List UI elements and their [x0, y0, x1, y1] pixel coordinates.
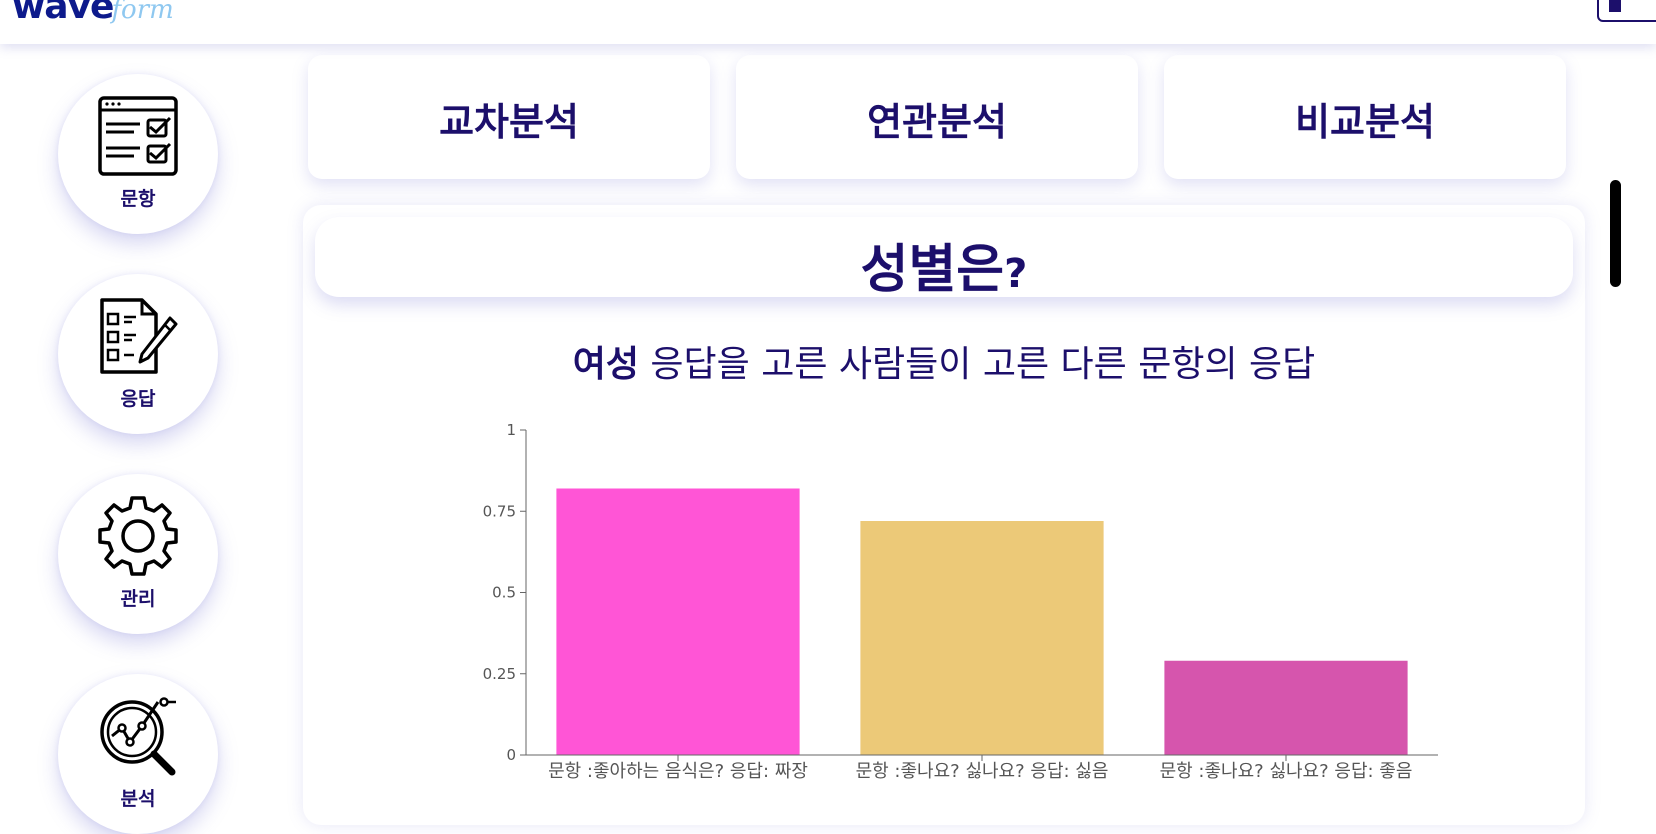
- sidebar-item-label: 응답: [120, 388, 156, 410]
- tab-label: 비교분석: [1295, 100, 1435, 144]
- chart-bar-1: [556, 488, 800, 755]
- chart-subtitle: 여성 응답을 고른 사람들이 고른 다른 문항의 응답: [303, 335, 1585, 387]
- form-pencil-icon: [100, 298, 178, 374]
- tab-cross-analysis[interactable]: 교차분석: [308, 55, 710, 179]
- y-tick-label: 1: [506, 421, 516, 439]
- x-tick-label: 문항 :좋나요? 싫나요? 응답: 싫음: [856, 761, 1109, 782]
- sidebar-item-label: 관리: [120, 588, 156, 610]
- logo-wave-text: wave: [12, 0, 114, 27]
- analysis-panel: 성별은? 여성 응답을 고른 사람들이 고른 다른 문항의 응답 0 0.25 0.…: [303, 205, 1585, 825]
- question-card: 성별은?: [315, 217, 1573, 300]
- x-tick-label: 문항 :좋나요? 싫나요? 응답: 좋음: [1160, 761, 1413, 782]
- y-tick-label: 0.5: [492, 584, 516, 602]
- y-tick-label: 0: [506, 746, 516, 764]
- question-title-text: 성별은: [860, 240, 1005, 300]
- tab-label: 연관분석: [867, 100, 1007, 144]
- bar-chart: 0 0.25 0.5 0.75 1 문항 :좋아하는 음식은? 응답: 짜장 문항 :좋나요…: [483, 421, 1438, 782]
- selected-response: 여성: [572, 344, 639, 385]
- tab-label: 교차분석: [439, 100, 579, 144]
- question-mark: ?: [1004, 251, 1028, 297]
- sidebar-item-label: 문항: [120, 188, 156, 210]
- chart-bar-3: [1164, 660, 1408, 755]
- logo[interactable]: waveform: [12, 0, 174, 27]
- chart-bar-2: [860, 521, 1104, 755]
- account-button[interactable]: [1597, 0, 1656, 22]
- subtitle-rest: 응답을 고른 사람들이 고른 다른 문항의 응답: [638, 344, 1316, 385]
- sidebar-item-responses[interactable]: 응답: [58, 274, 218, 434]
- sidebar-item-manage[interactable]: 관리: [58, 474, 218, 634]
- logo-form-text: form: [111, 0, 174, 25]
- y-tick-label: 0.75: [483, 502, 516, 520]
- tab-comparison-analysis[interactable]: 비교분석: [1164, 55, 1566, 179]
- checklist-icon: [98, 96, 178, 176]
- tab-association-analysis[interactable]: 연관분석: [736, 55, 1138, 179]
- account-icon: [1609, 0, 1621, 12]
- sidebar-item-analysis[interactable]: 분석: [58, 674, 218, 834]
- y-tick-label: 0.25: [483, 665, 516, 683]
- x-tick-label: 문항 :좋아하는 음식은? 응답: 짜장: [548, 761, 808, 782]
- scrollbar-thumb[interactable]: [1610, 180, 1621, 287]
- sidebar-item-label: 분석: [120, 788, 156, 810]
- top-bar: waveform: [0, 0, 1656, 44]
- gear-icon: [98, 496, 178, 576]
- analytics-magnifier-icon: [100, 697, 176, 776]
- sidebar-item-questions[interactable]: 문항: [58, 74, 218, 234]
- question-title: 성별은?: [315, 227, 1573, 302]
